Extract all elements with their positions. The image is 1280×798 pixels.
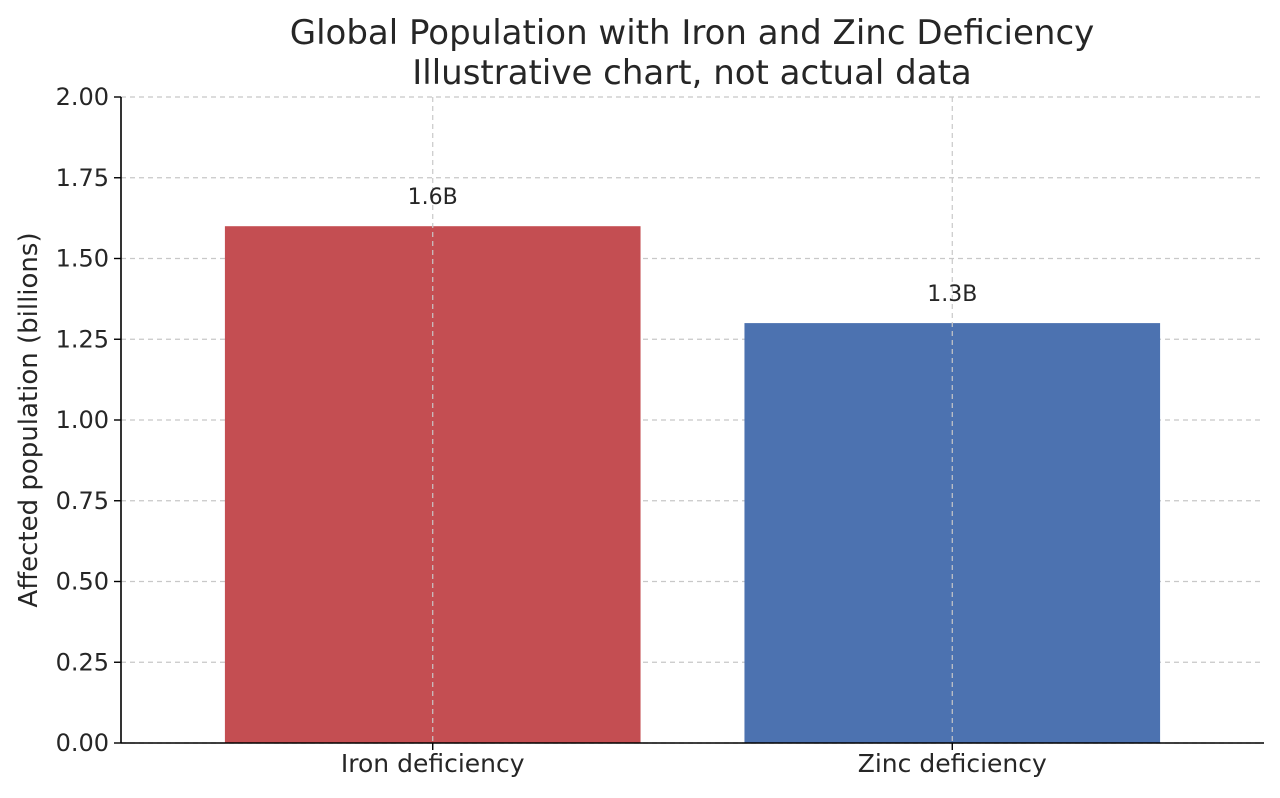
data-label: 1.6B [408, 185, 458, 210]
x-tick-label: Iron deficiency [341, 749, 525, 778]
y-tick-label: 1.25 [56, 325, 109, 353]
y-tick-label: 0.00 [56, 729, 109, 757]
axes-layer [114, 96, 1264, 750]
labels-layer: 0.00 0.25 0.50 0.75 1.00 1.25 1.50 1.75 2.00 Iron… [56, 83, 1047, 778]
y-tick-label: 2.00 [56, 83, 109, 111]
chart-subtitle: Illustrative chart, not actual data [412, 53, 972, 93]
bars-layer [224, 226, 1161, 743]
x-tick-label: Zinc deficiency [858, 749, 1047, 778]
y-tick-label: 1.00 [56, 406, 109, 434]
y-tick-label: 0.50 [56, 568, 109, 596]
chart-title: Global Population with Iron and Zinc Def… [290, 13, 1095, 53]
y-tick-label: 0.25 [56, 648, 109, 676]
y-tick-label: 0.75 [56, 487, 109, 515]
y-tick-label: 1.50 [56, 245, 109, 273]
data-label: 1.3B [927, 282, 977, 307]
y-tick-label: 1.75 [56, 164, 109, 192]
y-axis-label: Affected population (billions) [14, 232, 44, 607]
